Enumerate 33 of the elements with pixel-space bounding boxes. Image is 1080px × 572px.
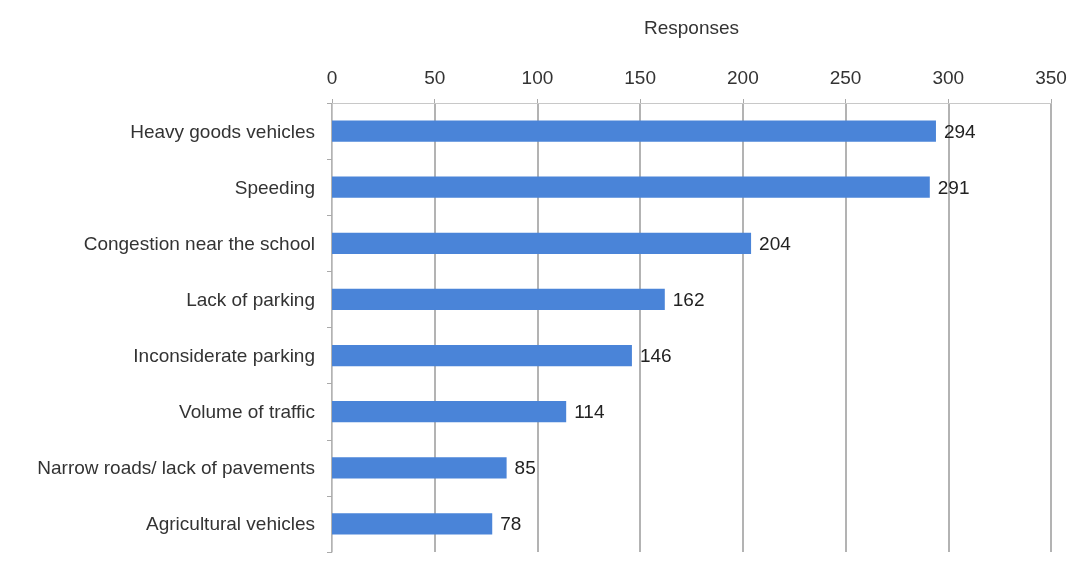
y-tick-label: Inconsiderate parking	[133, 345, 315, 367]
bar	[332, 288, 665, 311]
bar	[332, 513, 493, 535]
data-label: 162	[672, 288, 705, 310]
y-tick-label: Agricultural vehicles	[146, 513, 315, 535]
x-tick-label: 0	[326, 67, 338, 88]
data-label: 85	[514, 457, 536, 479]
x-tick-label: 300	[932, 67, 965, 88]
data-label: 78	[500, 513, 522, 535]
data-label: 114	[574, 401, 605, 423]
y-tick-label: Narrow roads/ lack of pavements	[37, 457, 315, 479]
y-tick-label: Heavy goods vehicles	[130, 120, 315, 142]
x-tick-label: 350	[1035, 67, 1067, 88]
bar	[332, 232, 752, 254]
bar	[332, 120, 936, 142]
x-axis-title: Responses	[643, 17, 740, 38]
bar	[332, 176, 930, 198]
x-tick-label: 250	[829, 67, 862, 88]
x-tick-label: 50	[424, 67, 446, 88]
bar	[332, 401, 567, 423]
y-tick-label: Lack of parking	[186, 288, 315, 310]
y-tick-label: Congestion near the school	[83, 232, 315, 254]
x-tick-label: 100	[521, 67, 554, 88]
y-tick-label: Speeding	[234, 176, 315, 198]
x-tick-label: 200	[727, 67, 759, 88]
data-label: 291	[937, 176, 970, 198]
y-tick-label: Volume of traffic	[179, 401, 315, 423]
x-tick-label: 150	[624, 67, 656, 88]
data-label: 204	[759, 232, 792, 254]
bar	[332, 457, 507, 479]
data-label: 146	[639, 345, 672, 367]
data-label: 294	[943, 120, 977, 142]
bar	[332, 344, 632, 367]
